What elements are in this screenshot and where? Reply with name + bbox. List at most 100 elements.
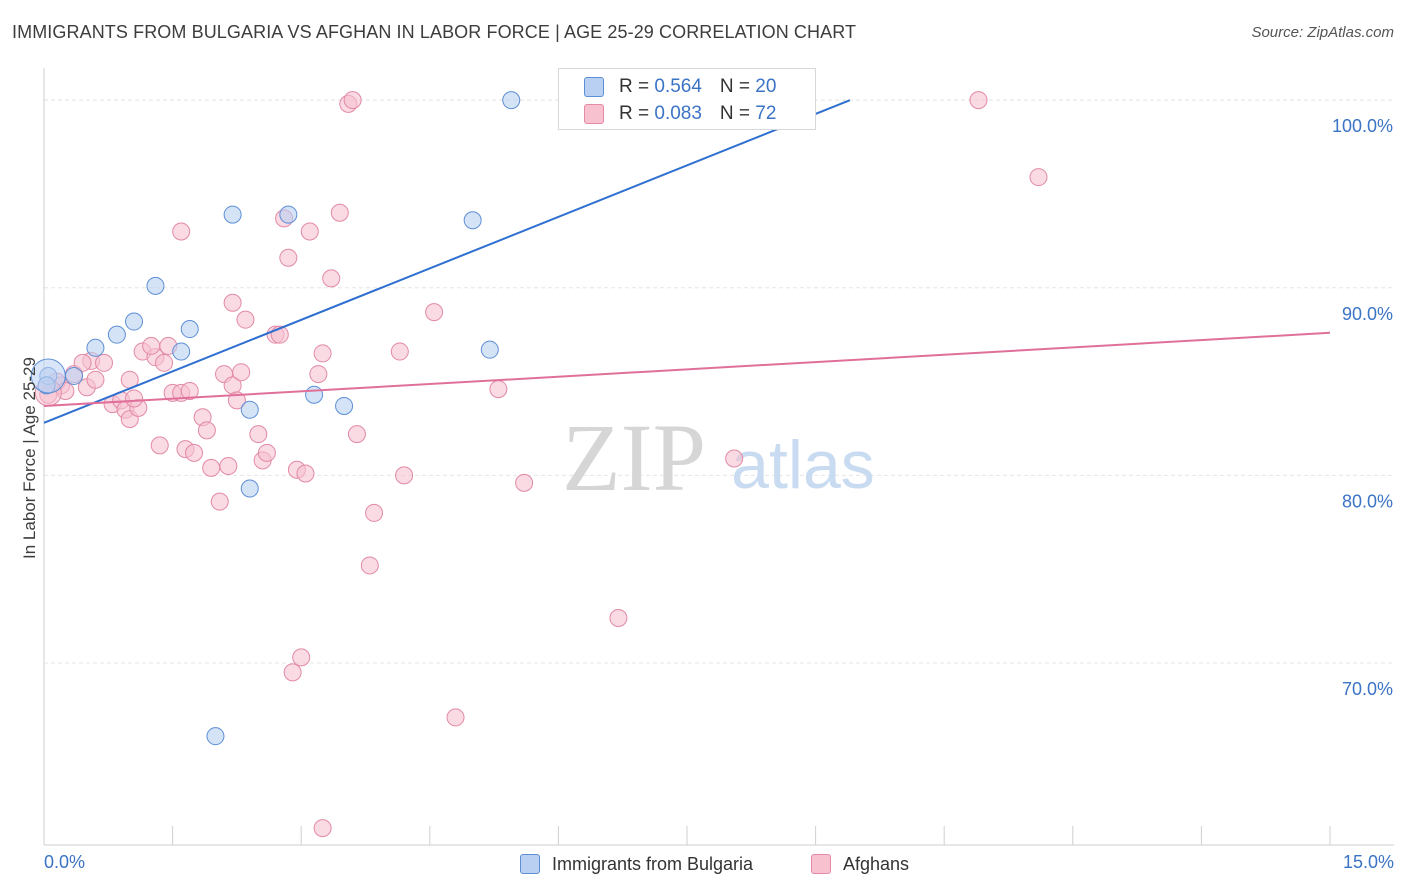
legend-n-label: N = — [719, 76, 756, 97]
afghans-point — [300, 222, 319, 241]
legend-swatch-afghans — [811, 854, 831, 874]
afghans-point — [210, 492, 229, 511]
bulgaria-point — [65, 366, 84, 385]
afghans-point — [365, 503, 384, 522]
afghans-point — [360, 556, 379, 575]
legend-n-value-bulgaria: 20 — [755, 76, 777, 97]
afghans-trend-line — [43, 331, 1331, 407]
afghans-point — [197, 421, 216, 440]
bulgaria-point — [86, 338, 105, 357]
legend-label-afghans: Afghans — [843, 853, 910, 874]
afghans-point — [283, 663, 302, 682]
legend-n-value-afghans: 72 — [755, 103, 777, 124]
afghans-point — [249, 425, 268, 444]
afghans-point — [343, 91, 362, 110]
bulgaria-point — [305, 385, 324, 404]
trend-lines — [43, 99, 1331, 424]
afghans-point — [232, 363, 251, 382]
gridlines — [44, 99, 1394, 664]
bulgaria-points — [30, 91, 739, 746]
bulgaria-point-large — [30, 358, 66, 394]
afghans-point — [185, 443, 204, 462]
afghans-point — [223, 293, 242, 312]
bulgaria-point — [180, 320, 199, 339]
bulgaria-point — [279, 205, 298, 224]
bulgaria-point — [206, 727, 225, 746]
afghans-point — [347, 425, 366, 444]
y-tick-label: 70.0% — [1342, 679, 1393, 699]
legend-r-label: R = — [619, 103, 655, 124]
chart-title: IMMIGRANTS FROM BULGARIA VS AFGHAN IN LA… — [12, 22, 857, 42]
source-credit: Source: ZipAtlas.com — [1251, 24, 1394, 41]
afghans-point — [309, 365, 328, 384]
afghans-point — [313, 819, 332, 838]
y-tick-label: 80.0% — [1342, 491, 1393, 511]
afghans-point — [172, 222, 191, 241]
afghans-point — [330, 203, 349, 222]
watermark-zip: ZIP — [562, 404, 706, 511]
afghans-point — [446, 708, 465, 727]
stats-legend: R = 0.564 N = 20 R = 0.083 N = 72 — [558, 68, 816, 130]
afghans-point — [515, 473, 534, 492]
afghans-point — [95, 353, 114, 372]
afghans-point — [219, 457, 238, 476]
afghans-point — [969, 91, 988, 110]
legend-r-value-afghans: 0.083 — [654, 103, 702, 124]
afghans-point — [322, 269, 341, 288]
legend-r-label: R = — [619, 76, 655, 97]
afghans-point — [73, 353, 92, 372]
legend-n-label: N = — [719, 103, 756, 124]
afghans-point — [125, 389, 144, 408]
afghans-point — [142, 336, 161, 355]
legend-item-bulgaria: Immigrants from Bulgaria — [520, 851, 753, 877]
afghans-point — [180, 381, 199, 400]
bulgaria-point — [146, 276, 165, 295]
afghans-point — [725, 449, 744, 468]
x-tick-label-min: 0.0% — [44, 852, 86, 872]
afghans-point — [292, 648, 311, 667]
afghans-point — [296, 464, 315, 483]
y-tick-label: 90.0% — [1342, 304, 1393, 324]
afghans-point — [390, 342, 409, 361]
bulgaria-point — [502, 91, 521, 110]
afghans-point — [86, 370, 105, 389]
legend-swatch-afghans — [584, 104, 604, 124]
legend-item-afghans: Afghans — [811, 851, 909, 877]
afghans-point — [609, 608, 628, 627]
bulgaria-point — [107, 325, 126, 344]
y-tick-labels: 70.0% 80.0% 90.0% 100.0% — [1332, 116, 1393, 699]
bulgaria-point — [125, 312, 144, 331]
legend-r-value-bulgaria: 0.564 — [654, 76, 702, 97]
legend-row-afghans: R = 0.083 N = 72 — [584, 102, 777, 126]
afghans-point — [395, 466, 414, 485]
afghans-point — [425, 303, 444, 322]
afghans-point — [202, 458, 221, 477]
watermark: ZIP atlas — [562, 404, 875, 511]
axes — [43, 68, 1394, 846]
bulgaria-point — [172, 342, 191, 361]
x-tick-label-max: 15.0% — [1342, 852, 1394, 872]
y-axis-label: In Labor Force | Age 25-29 — [20, 357, 39, 559]
bulgaria-point — [223, 205, 242, 224]
afghans-point — [489, 380, 508, 399]
bulgaria-point — [335, 396, 354, 415]
afghans-point — [236, 310, 255, 329]
bulgaria-point — [463, 211, 482, 230]
bulgaria-point — [240, 400, 259, 419]
y-tick-label: 100.0% — [1332, 116, 1393, 136]
afghans-point — [279, 248, 298, 267]
afghans-point — [1029, 168, 1048, 187]
legend-label-bulgaria: Immigrants from Bulgaria — [552, 853, 754, 874]
legend-swatch-bulgaria — [584, 77, 604, 97]
afghans-points — [34, 91, 1048, 838]
afghans-point — [313, 344, 332, 363]
bulgaria-point — [240, 479, 259, 498]
afghans-point — [150, 436, 169, 455]
afghans-point — [155, 353, 174, 372]
watermark-atlas: atlas — [731, 427, 875, 503]
bulgaria-point — [480, 340, 499, 359]
afghans-point — [257, 443, 276, 462]
legend-swatch-bulgaria — [520, 854, 540, 874]
bulgaria-trend-line — [43, 99, 851, 424]
